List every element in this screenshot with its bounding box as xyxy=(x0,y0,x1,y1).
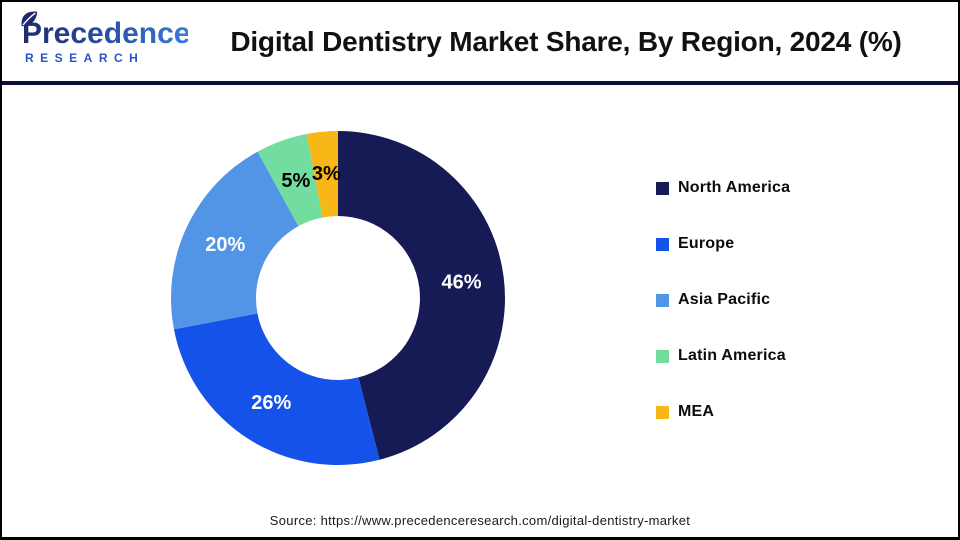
pie-slice-latin-america xyxy=(257,133,323,227)
legend-label-asia-pacific: Asia Pacific xyxy=(678,291,771,308)
legend-label-north-america: North America xyxy=(678,179,791,196)
legend-swatch-mea xyxy=(656,405,669,419)
legend-label-mea: MEA xyxy=(678,403,715,420)
legend: North America Europe Asia Pacific Latin Ame… xyxy=(656,174,790,454)
pie-value-label-north-america: 46% xyxy=(441,271,481,293)
pie-value-label-europe: 26% xyxy=(251,392,291,414)
brand-logo: Precedence RESEARCH xyxy=(20,11,191,65)
legend-item-mea: MEA xyxy=(656,398,790,426)
legend-item-asia-pacific: Asia Pacific xyxy=(656,286,790,314)
pie-slice-mea xyxy=(306,131,338,218)
pie-slice-north-america xyxy=(338,131,505,460)
pie-slice-asia-pacific xyxy=(171,151,299,330)
header: Precedence RESEARCH Digital Dentistry Ma… xyxy=(2,2,958,81)
legend-swatch-europe xyxy=(656,237,669,251)
legend-swatch-latin-america xyxy=(656,349,669,363)
legend-item-latin-america: Latin America xyxy=(656,342,790,370)
pie-value-label-mea: 3% xyxy=(312,163,341,185)
pie-slice-europe xyxy=(173,313,380,465)
brand-subname: RESEARCH xyxy=(25,51,145,65)
legend-item-europe: Europe xyxy=(656,230,790,258)
legend-label-latin-america: Latin America xyxy=(678,347,786,364)
legend-item-north-america: North America xyxy=(656,174,790,202)
donut-chart: 46% 26% 20% 5% 3% xyxy=(171,131,505,465)
leaf-icon xyxy=(21,11,38,27)
legend-swatch-north-america xyxy=(656,181,669,195)
pie-value-label-latin-america: 5% xyxy=(281,170,310,192)
pie-value-label-asia-pacific: 20% xyxy=(205,234,245,256)
legend-swatch-asia-pacific xyxy=(656,293,669,307)
legend-label-europe: Europe xyxy=(678,235,735,252)
header-divider xyxy=(2,81,958,85)
page-title: Digital Dentistry Market Share, By Regio… xyxy=(230,25,902,57)
brand-name: Precedence xyxy=(22,17,191,50)
source-text: Source: https://www.precedenceresearch.c… xyxy=(269,513,691,528)
